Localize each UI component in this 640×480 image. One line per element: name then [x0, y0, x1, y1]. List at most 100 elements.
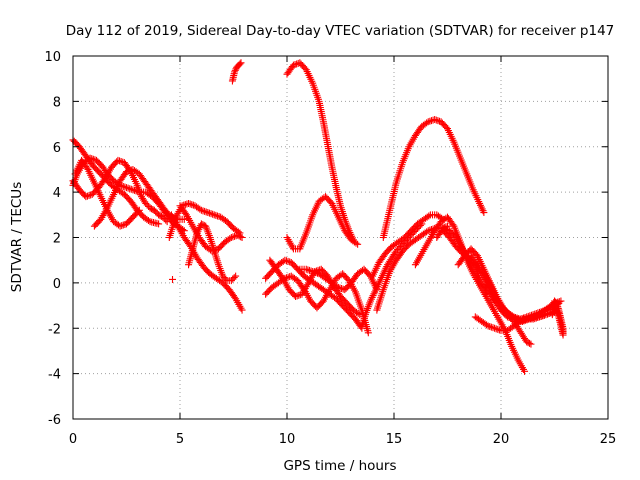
- x-tick-label: 0: [69, 432, 77, 447]
- chart-title: Day 112 of 2019, Sidereal Day-to-day VTE…: [66, 23, 615, 39]
- data-point: [289, 61, 297, 69]
- data-point: [282, 257, 290, 265]
- data-point: [293, 292, 301, 300]
- x-tick-label: 10: [279, 432, 296, 447]
- data-point: [294, 59, 302, 67]
- data-point: [312, 269, 320, 277]
- data-point: [127, 185, 135, 193]
- y-tick-label: -6: [48, 413, 61, 428]
- data-point: [516, 317, 524, 325]
- data-point: [169, 275, 177, 283]
- data-point: [515, 319, 523, 327]
- data-point: [162, 216, 170, 224]
- data-point: [202, 208, 210, 216]
- data-point: [292, 292, 300, 300]
- data-point: [181, 201, 189, 209]
- y-tick-label: 0: [53, 277, 61, 292]
- data-point: [230, 274, 238, 282]
- data-point: [227, 234, 235, 241]
- x-tick-labels: 0 5 10 15 20 25: [69, 432, 616, 447]
- data-point: [85, 192, 93, 200]
- data-point: [238, 234, 246, 241]
- data-point: [519, 316, 527, 324]
- data-point: [121, 183, 129, 191]
- data-point: [495, 326, 503, 334]
- data-point: [483, 275, 491, 283]
- data-point: [339, 285, 347, 293]
- x-tick-label: 25: [600, 432, 617, 447]
- data-point: [123, 168, 130, 176]
- data-point: [88, 155, 96, 163]
- data-point: [354, 310, 362, 318]
- data-point: [423, 228, 431, 236]
- data-point: [333, 282, 341, 290]
- data-point: [483, 321, 491, 329]
- y-tick-label: 4: [53, 186, 61, 201]
- y-tick-label: 10: [44, 50, 61, 65]
- data-point: [491, 324, 499, 332]
- data-point: [205, 209, 213, 217]
- data-point: [83, 192, 91, 200]
- data-point: [527, 340, 535, 348]
- data-point: [127, 166, 135, 174]
- data-point: [536, 313, 544, 321]
- data-point: [124, 167, 132, 175]
- data-point: [434, 117, 442, 125]
- data-point: [423, 119, 431, 127]
- data-point: [281, 256, 289, 264]
- data-point: [521, 367, 529, 375]
- x-axis-label: GPS time / hours: [283, 458, 396, 474]
- data-point: [426, 117, 434, 125]
- y-tick-label: 6: [53, 141, 61, 156]
- data-point: [309, 268, 317, 276]
- data-point: [286, 273, 294, 281]
- data-point: [232, 272, 240, 280]
- grid-lines: [73, 56, 608, 419]
- data-point: [215, 213, 223, 221]
- data-point: [539, 312, 547, 320]
- data-point: [155, 220, 163, 228]
- data-point: [531, 315, 539, 323]
- data-point: [427, 117, 435, 125]
- data-point: [237, 233, 245, 241]
- data-point: [212, 211, 220, 219]
- data-point: [229, 233, 237, 241]
- y-tick-label: -2: [48, 322, 61, 337]
- data-point: [480, 209, 488, 217]
- x-tick-label: 15: [386, 432, 403, 447]
- data-point: [188, 201, 196, 209]
- data-point: [222, 275, 230, 283]
- data-point: [310, 268, 318, 276]
- data-point: [529, 315, 537, 323]
- data-point: [305, 266, 313, 274]
- data-point: [487, 323, 495, 331]
- axis-ticks: [72, 55, 609, 420]
- data-point: [486, 323, 494, 331]
- y-tick-label: -4: [48, 368, 61, 383]
- data-point: [284, 257, 292, 265]
- data-point: [226, 235, 234, 243]
- data-point: [557, 297, 565, 305]
- data-point: [117, 157, 125, 165]
- x-tick-label: 5: [176, 432, 184, 447]
- data-point: [123, 184, 130, 192]
- data-point: [307, 267, 315, 275]
- y-tick-labels: -6 -4 -2 0 2 4 6 8 10: [44, 50, 61, 428]
- data-point: [231, 68, 239, 76]
- data-point: [542, 311, 550, 319]
- data-point: [116, 222, 124, 230]
- data-point: [484, 322, 492, 330]
- data-point: [189, 201, 197, 209]
- data-point: [186, 200, 194, 208]
- data-point: [238, 306, 246, 314]
- data-point: [540, 311, 548, 319]
- data-point: [354, 240, 362, 248]
- data-point: [336, 284, 344, 292]
- data-point: [291, 61, 299, 69]
- data-point: [424, 227, 432, 235]
- data-point: [544, 310, 552, 318]
- data-point: [134, 208, 142, 216]
- data-point: [185, 199, 193, 207]
- data-point: [494, 325, 502, 333]
